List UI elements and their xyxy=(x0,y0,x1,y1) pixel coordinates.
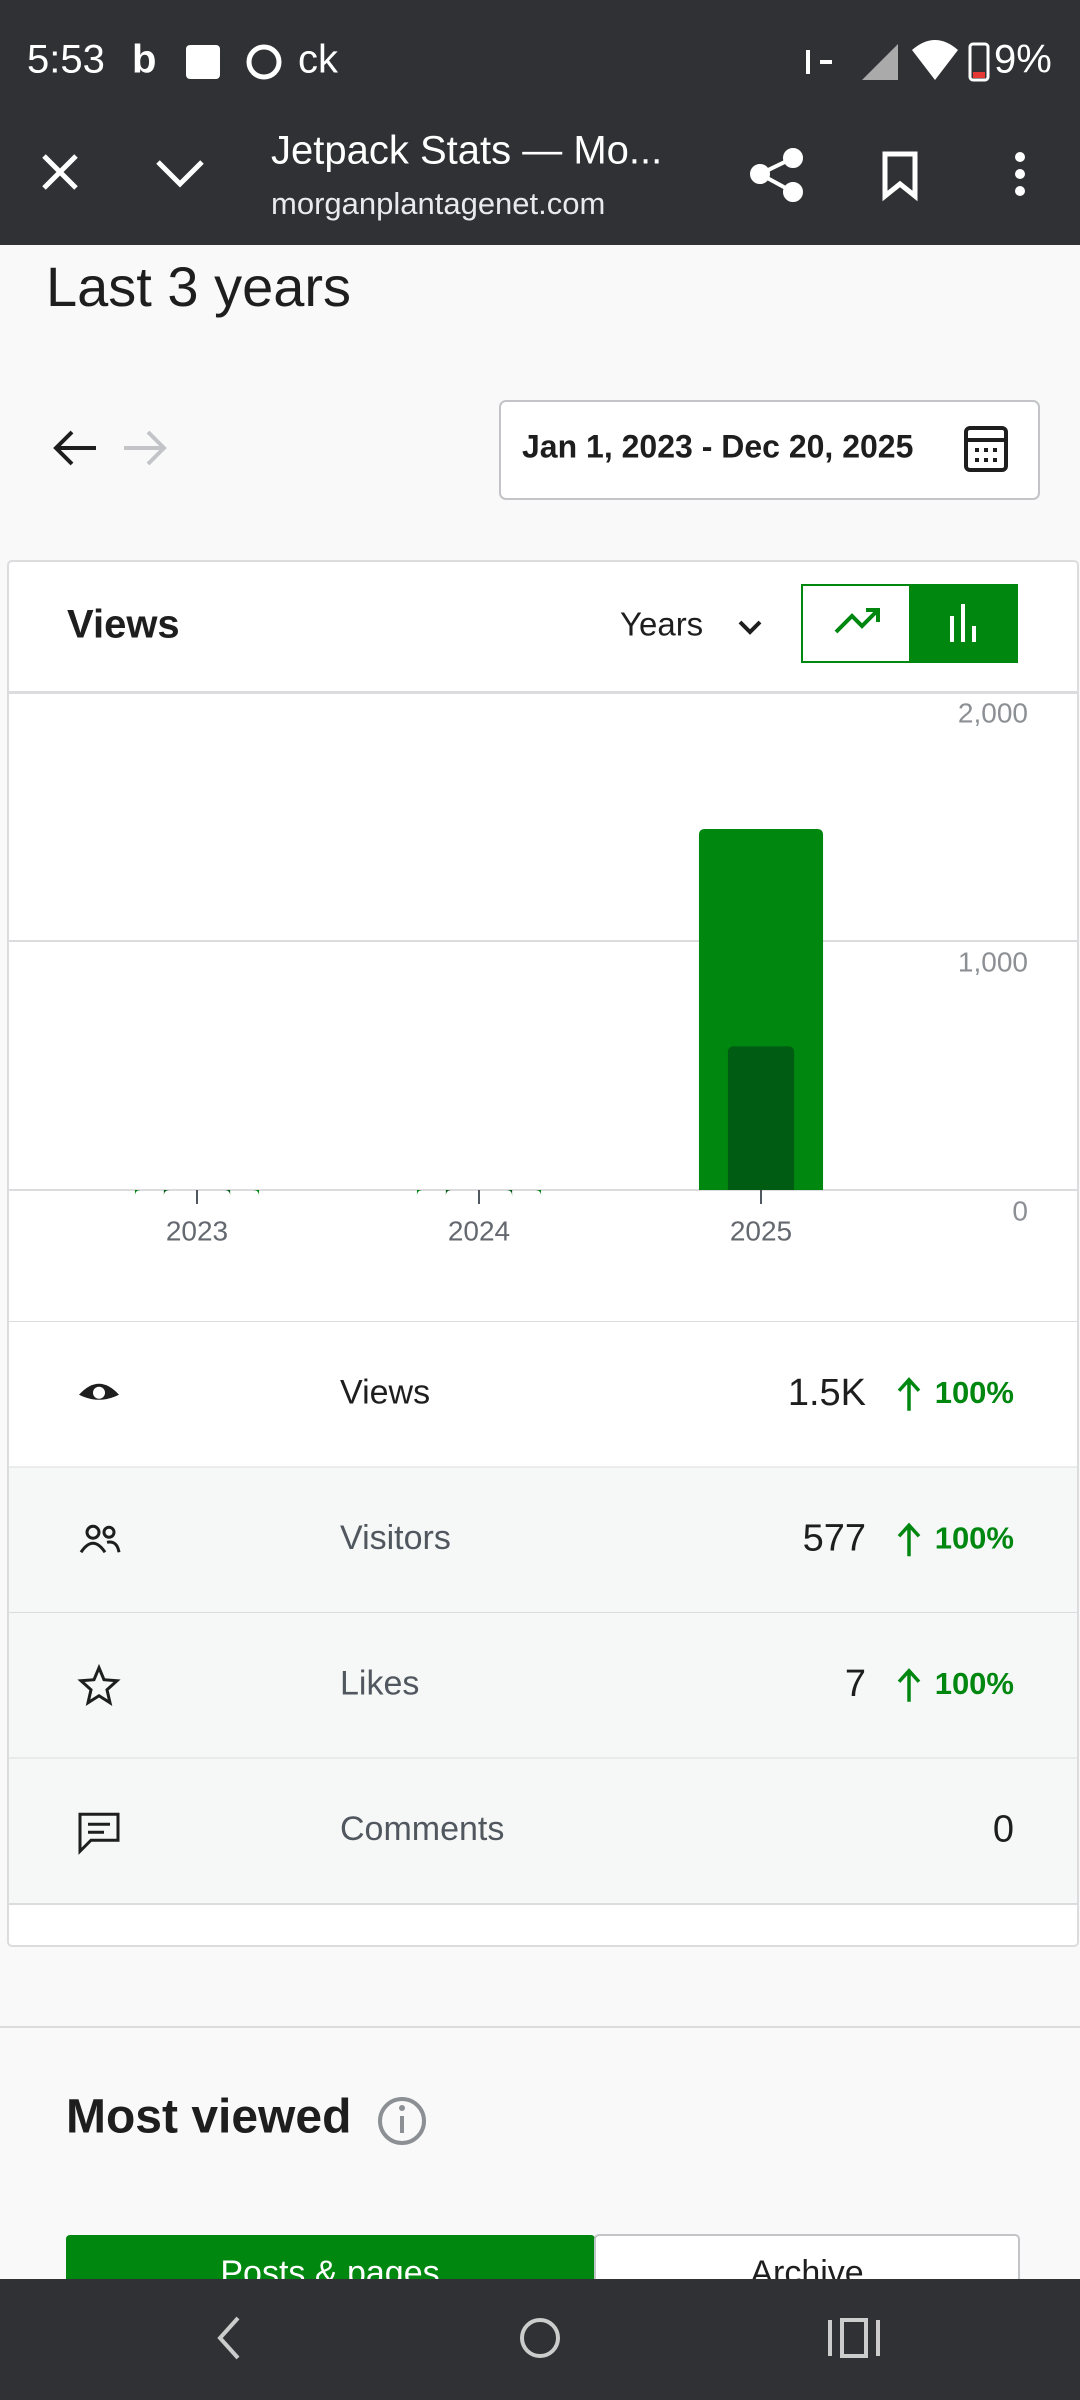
y-tick-label: 2,000 xyxy=(958,697,1028,728)
stat-value: 0 xyxy=(993,1808,1014,1850)
change-arrow xyxy=(897,1668,921,1702)
stat-value: 1.5K xyxy=(788,1372,866,1414)
stat-row xyxy=(9,1613,1077,1759)
stat-label: Visitors xyxy=(340,1519,451,1557)
stat-row xyxy=(9,1467,1077,1613)
line-chart-toggle[interactable] xyxy=(801,584,911,663)
info-icon[interactable] xyxy=(378,2097,426,2145)
clock: 5:53 xyxy=(27,38,105,82)
page-url: morganplantagenet.com xyxy=(271,186,605,221)
stat-value: 577 xyxy=(803,1517,866,1559)
x-tick-label: 2024 xyxy=(448,1215,510,1246)
stat-change: 100% xyxy=(935,1520,1014,1555)
calendar-icon xyxy=(964,426,1008,472)
share-button[interactable] xyxy=(750,148,803,202)
recents-button[interactable] xyxy=(828,2318,880,2358)
app-text: ck xyxy=(298,38,339,82)
stat-label: Comments xyxy=(340,1810,504,1848)
stat-change: 100% xyxy=(935,1666,1014,1701)
battery-text: 9% xyxy=(994,38,1052,82)
nav-bar xyxy=(0,2279,1080,2400)
minimize-button[interactable] xyxy=(156,160,204,188)
page-title: Jetpack Stats — Mo... xyxy=(271,129,662,173)
stat-value: 7 xyxy=(845,1663,866,1705)
stat-icon xyxy=(77,1663,121,1706)
signal-icon xyxy=(862,44,898,80)
menu-button[interactable] xyxy=(1015,152,1025,196)
stat-label: Likes xyxy=(340,1665,419,1703)
bookmark-button[interactable] xyxy=(882,151,918,202)
wifi-icon xyxy=(912,40,958,80)
stat-row xyxy=(9,1322,1077,1468)
date-range: Jan 1, 2023 - Dec 20, 2025 xyxy=(522,428,913,464)
section-title: Most viewed xyxy=(66,2091,351,2144)
mute-icon xyxy=(806,50,832,74)
date-range-button[interactable] xyxy=(499,400,1040,500)
linkedin-icon xyxy=(186,45,220,79)
stat-icon xyxy=(78,1812,120,1855)
interval-select[interactable]: Years xyxy=(620,606,703,643)
app-icon xyxy=(246,44,282,80)
interval-chevron xyxy=(738,620,762,635)
y-tick-label: 0 xyxy=(1012,1195,1028,1226)
change-arrow xyxy=(897,1522,921,1557)
period-title: Last 3 years xyxy=(46,255,351,318)
status-bar xyxy=(0,0,1080,122)
y-tick-label: 1,000 xyxy=(958,946,1028,977)
back-button[interactable] xyxy=(217,2316,240,2360)
battery-icon xyxy=(968,42,990,82)
bar-chart-icon xyxy=(950,604,976,642)
card-title: Views xyxy=(67,603,180,647)
stats-list: Views 1.5K 100% Visitors 577 100% Likes 7 100% Co… xyxy=(8,1322,1078,1905)
stat-label: Views xyxy=(340,1374,430,1412)
close-button[interactable] xyxy=(42,154,78,190)
x-tick-label: 2025 xyxy=(730,1215,792,1246)
bing-icon: b xyxy=(132,38,156,82)
stat-change: 100% xyxy=(935,1375,1014,1410)
bar xyxy=(727,1046,795,1190)
stat-row xyxy=(9,1758,1077,1904)
views-chart: 0 1,000 2,000 2023 2024 2025 xyxy=(8,691,1078,1246)
x-tick-label: 2023 xyxy=(166,1215,228,1246)
prev-button[interactable] xyxy=(53,430,96,466)
home-button[interactable] xyxy=(520,2318,560,2358)
line-chart-icon xyxy=(834,608,880,634)
battery-level xyxy=(973,72,985,78)
next-button[interactable] xyxy=(124,430,167,466)
change-arrow xyxy=(897,1377,921,1411)
stat-icon xyxy=(79,1383,119,1400)
stat-icon xyxy=(79,1524,121,1554)
